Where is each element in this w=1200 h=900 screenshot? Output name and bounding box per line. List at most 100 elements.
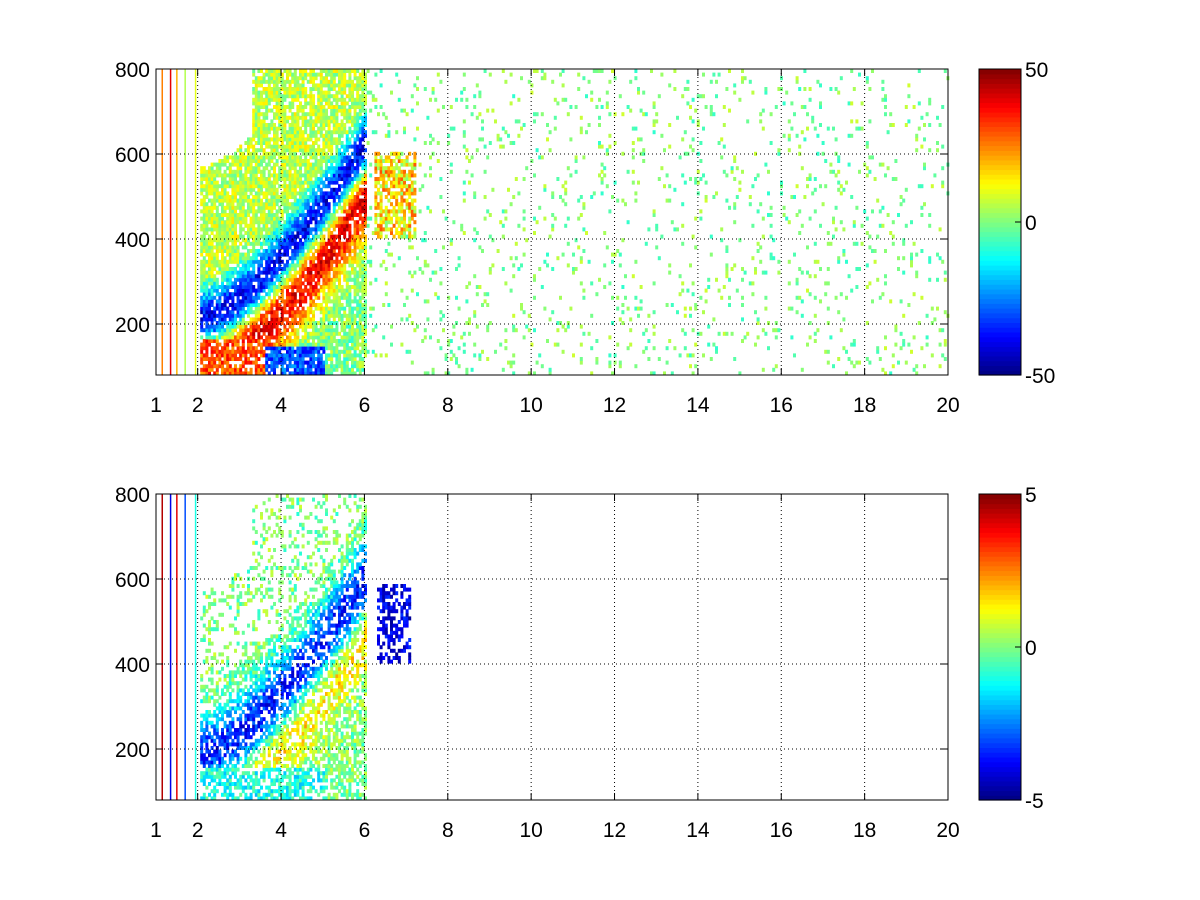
heatmap-cell — [582, 331, 586, 336]
heatmap-cell — [288, 353, 292, 358]
heatmap-cell — [361, 97, 365, 102]
heatmap-cell — [280, 112, 284, 117]
heatmap-cell — [314, 249, 318, 253]
heatmap-cell — [288, 349, 292, 354]
heatmap-cell — [260, 299, 263, 304]
heatmap-cell — [226, 277, 230, 282]
heatmap-cell — [223, 241, 227, 246]
heatmap-cell — [343, 205, 347, 210]
heatmap-cell — [356, 335, 360, 340]
heatmap-cell — [413, 198, 417, 203]
heatmap-cell — [327, 234, 331, 239]
heatmap-cell — [304, 155, 308, 160]
heatmap-cell — [205, 202, 209, 207]
heatmap-cell — [215, 328, 219, 333]
heatmap-cell — [247, 274, 250, 279]
heatmap-cell — [338, 238, 341, 243]
heatmap-cell — [322, 310, 326, 315]
heatmap-cell — [288, 357, 292, 361]
heatmap-cell — [262, 166, 266, 171]
heatmap-cell — [608, 209, 612, 214]
heatmap-cell — [304, 126, 308, 131]
heatmap-cell — [299, 72, 302, 77]
heatmap-cell — [301, 87, 305, 91]
heatmap-cell — [348, 112, 352, 117]
heatmap-cell — [520, 306, 523, 311]
heatmap-cell — [317, 360, 321, 365]
heatmap-cell — [345, 202, 349, 207]
heatmap-cell — [364, 299, 367, 304]
heatmap-cell — [431, 270, 435, 275]
heatmap-cell — [340, 223, 344, 228]
heatmap-cell — [215, 227, 219, 232]
heatmap-cell — [327, 115, 331, 120]
heatmap-cell — [358, 72, 362, 77]
heatmap-cell — [236, 245, 240, 250]
heatmap-cell — [228, 267, 232, 271]
heatmap-cell — [267, 130, 271, 135]
heatmap-cell — [361, 105, 365, 109]
heatmap-cell — [257, 324, 261, 329]
heatmap-cell — [353, 108, 357, 113]
heatmap-cell — [356, 94, 360, 99]
heatmap-cell — [299, 256, 302, 261]
heatmap-cell — [275, 310, 279, 315]
heatmap-cell — [247, 162, 250, 167]
heatmap-cell — [228, 249, 232, 253]
heatmap-cell — [283, 263, 287, 268]
heatmap-cell — [208, 357, 211, 361]
heatmap-cell — [317, 321, 321, 325]
heatmap-cell — [600, 105, 604, 109]
heatmap-cell — [335, 346, 339, 351]
heatmap-cell — [267, 371, 271, 376]
heatmap-cell — [244, 321, 248, 325]
heatmap-cell — [273, 195, 276, 199]
heatmap-cell — [252, 231, 256, 235]
heatmap-cell — [262, 281, 266, 286]
heatmap-cell — [221, 177, 224, 181]
heatmap-cell — [293, 349, 297, 354]
heatmap-cell — [260, 191, 263, 196]
heatmap-cell — [335, 112, 339, 117]
heatmap-cell — [332, 317, 336, 322]
heatmap-cell — [319, 241, 323, 246]
heatmap-cell — [210, 281, 214, 286]
heatmap-cell — [299, 252, 302, 257]
heatmap-cell — [351, 353, 354, 358]
heatmap-cell — [226, 349, 230, 354]
heatmap-cell — [387, 220, 391, 225]
heatmap-cell — [304, 130, 308, 135]
heatmap-cell — [288, 339, 292, 343]
heatmap-cell — [348, 241, 352, 246]
heatmap-cell — [270, 180, 274, 185]
heatmap-cell — [348, 180, 352, 185]
heatmap-cell — [299, 105, 302, 109]
heatmap-cell — [241, 234, 245, 239]
heatmap-cell — [340, 72, 344, 77]
heatmap-cell — [400, 191, 404, 196]
heatmap-cell — [348, 162, 352, 167]
heatmap-cell — [501, 367, 505, 372]
heatmap-cell — [249, 249, 253, 253]
heatmap-cell — [293, 238, 297, 243]
heatmap-cell — [449, 357, 453, 361]
heatmap-cell — [270, 259, 274, 264]
heatmap-cell — [353, 259, 357, 264]
heatmap-cell — [533, 277, 536, 282]
heatmap-cell — [275, 79, 279, 84]
heatmap-cell — [335, 274, 339, 279]
heatmap-cell — [358, 227, 362, 232]
heatmap-cell — [317, 87, 321, 91]
heatmap-cell — [319, 101, 323, 106]
heatmap-cell — [200, 173, 204, 178]
heatmap-cell — [278, 223, 282, 228]
heatmap-cell — [280, 292, 284, 297]
heatmap-cell — [330, 238, 334, 243]
heatmap-cell — [278, 256, 282, 261]
heatmap-cell — [379, 69, 383, 73]
heatmap-cell — [400, 169, 404, 174]
heatmap-cell — [587, 331, 591, 336]
heatmap-cell — [384, 115, 388, 120]
heatmap-cell — [200, 342, 204, 347]
heatmap-cell — [395, 180, 399, 185]
